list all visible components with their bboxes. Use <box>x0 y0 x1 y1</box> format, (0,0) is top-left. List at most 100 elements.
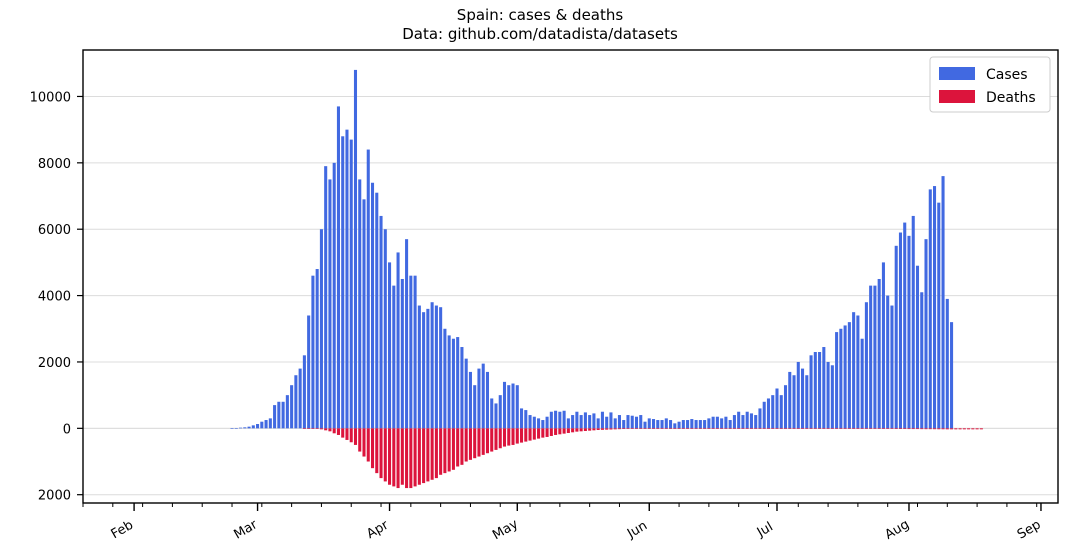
cases-bar <box>720 418 724 429</box>
cases-bar <box>924 239 928 429</box>
deaths-bar <box>366 428 370 462</box>
cases-bar <box>375 192 379 429</box>
deaths-bar <box>460 428 464 465</box>
deaths-bar <box>745 428 749 429</box>
deaths-bar <box>886 428 890 429</box>
y-tick-label: 2000 <box>38 489 71 504</box>
deaths-bar <box>843 428 847 429</box>
deaths-bar <box>822 428 826 429</box>
deaths-bar <box>383 428 387 482</box>
cases-bar <box>609 412 613 429</box>
cases-bar <box>864 302 868 429</box>
cases-bar <box>860 338 864 429</box>
cases-bar <box>724 416 728 429</box>
cases-bar <box>839 328 843 429</box>
cases-bar <box>703 420 707 429</box>
cases-bar <box>575 411 579 429</box>
y-tick-label: 10000 <box>30 90 71 105</box>
deaths-bar <box>537 428 541 439</box>
cases-bar <box>877 278 881 429</box>
cases-bar <box>511 383 515 429</box>
deaths-bar <box>528 428 532 441</box>
legend-label-cases: Cases <box>986 67 1028 83</box>
cases-bar <box>494 403 498 429</box>
x-tick-label: Jun <box>624 518 650 542</box>
deaths-bar <box>898 428 902 429</box>
deaths-bar <box>877 428 881 429</box>
deaths-bar <box>881 428 885 429</box>
cases-bar <box>690 419 694 429</box>
cases-bar <box>362 199 366 429</box>
y-tick-label: 0 <box>63 422 71 437</box>
deaths-bar <box>932 428 937 430</box>
cases-bar <box>451 338 455 429</box>
cases-bar <box>328 179 332 429</box>
deaths-bar <box>847 428 851 429</box>
y-tick-label: 4000 <box>38 290 71 305</box>
deaths-bar <box>971 428 975 430</box>
cases-bar <box>843 325 847 429</box>
cases-bar <box>524 410 528 429</box>
deaths-bar <box>643 428 647 429</box>
cases-bar <box>600 411 604 429</box>
cases-bar <box>490 398 494 429</box>
cases-bar <box>571 415 575 429</box>
deaths-bar <box>728 428 732 429</box>
deaths-bar <box>958 428 962 430</box>
deaths-bar <box>826 428 830 429</box>
cases-bar <box>336 106 340 429</box>
x-tick-label: Feb <box>109 518 136 543</box>
cases-bar <box>281 401 285 429</box>
deaths-bar <box>439 428 443 475</box>
deaths-bar <box>860 428 864 429</box>
deaths-bar <box>324 428 328 431</box>
cases-bar <box>277 401 281 429</box>
cases-bar <box>579 415 583 429</box>
legend-label-deaths: Deaths <box>986 90 1036 106</box>
cases-bar <box>660 420 664 429</box>
cases-bar <box>651 419 656 429</box>
deaths-bar <box>975 428 979 430</box>
cases-bar <box>771 395 775 429</box>
deaths-bar <box>694 428 698 429</box>
cases-bar <box>694 420 698 429</box>
deaths-bar <box>622 428 626 429</box>
deaths-bar <box>754 428 758 429</box>
x-tick-label: May <box>490 517 521 544</box>
cases-bar <box>937 202 941 429</box>
deaths-bar <box>979 428 983 430</box>
cases-bar <box>294 375 298 429</box>
cases-bar <box>273 405 277 429</box>
cases-bar <box>749 413 753 429</box>
deaths-bar <box>494 428 498 450</box>
deaths-bar <box>741 428 745 429</box>
cases-bar <box>890 305 894 429</box>
chart-subtitle: Data: github.com/datadista/datasets <box>402 25 678 43</box>
deaths-bar <box>596 428 600 430</box>
deaths-bar <box>311 428 315 429</box>
y-tick-label: 8000 <box>38 157 71 172</box>
deaths-bar <box>485 428 490 454</box>
cases-bar <box>822 347 826 429</box>
cases-bar <box>622 420 626 429</box>
deaths-bar <box>651 428 656 429</box>
cases-bar <box>677 421 681 429</box>
deaths-bar <box>626 428 630 429</box>
deaths-bar <box>468 428 472 460</box>
deaths-bar <box>426 428 430 482</box>
cases-bar <box>515 385 519 429</box>
deaths-bar <box>775 428 779 429</box>
deaths-bar <box>962 428 966 430</box>
cases-bar <box>762 401 766 429</box>
deaths-bar <box>818 428 822 429</box>
legend: Cases Deaths <box>929 56 1051 113</box>
x-tick-label: Apr <box>364 518 392 543</box>
cases-bar <box>532 416 536 429</box>
cases-bar <box>886 295 890 429</box>
cases-bar <box>485 371 490 429</box>
cases-bar <box>324 166 328 429</box>
cases-bar <box>558 411 562 429</box>
deaths-bar <box>319 428 323 430</box>
deaths-bar <box>588 428 592 431</box>
deaths-bar <box>915 428 920 430</box>
